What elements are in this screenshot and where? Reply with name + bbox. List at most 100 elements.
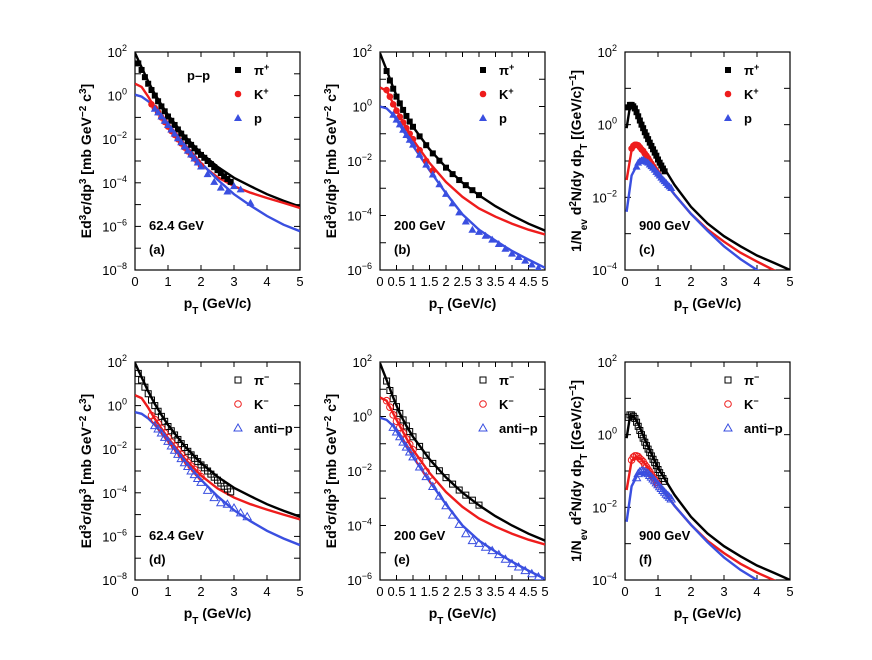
panel-label: (d)	[149, 552, 166, 567]
x-tick-label: 4	[508, 274, 515, 289]
data-point	[429, 477, 437, 485]
x-tick-label: 0	[131, 274, 138, 289]
data-point	[405, 135, 414, 143]
data-point	[174, 126, 181, 133]
fit-curve-2	[380, 416, 545, 580]
data-point	[527, 260, 536, 268]
x-tick-label: 3.5	[486, 584, 504, 599]
data-point	[386, 386, 394, 394]
x-tick-label: 1	[654, 274, 661, 289]
data-point	[640, 125, 647, 132]
legend-label: anti−p	[254, 421, 293, 436]
y-axis-label: Ed3σ/dp3 [mb GeV−2 c3]	[323, 394, 340, 548]
data-point	[391, 426, 402, 436]
data-point	[633, 109, 640, 116]
y-tick-label: 10−4	[592, 261, 617, 278]
data-point	[533, 571, 544, 580]
data-point	[166, 441, 177, 450]
legend-marker	[479, 400, 487, 408]
data-point	[211, 164, 218, 171]
data-point	[414, 462, 425, 471]
data-point	[521, 256, 530, 264]
data-point	[634, 422, 642, 430]
data-point	[641, 129, 648, 136]
data-point	[638, 121, 645, 128]
data-point	[494, 239, 503, 247]
data-point	[434, 491, 445, 500]
x-tick-label: 5	[786, 274, 793, 289]
data-point	[389, 411, 398, 419]
data-point	[661, 489, 672, 498]
x-tick-label: 2	[687, 274, 694, 289]
data-point	[246, 198, 255, 206]
data-point	[392, 115, 401, 123]
legend-label: p	[499, 111, 507, 126]
data-point	[389, 101, 397, 108]
data-point	[474, 538, 484, 547]
data-point	[383, 68, 390, 75]
data-point	[209, 492, 220, 502]
data-point	[178, 130, 185, 137]
x-tick-label: 0	[131, 584, 138, 599]
legend-marker	[233, 422, 243, 432]
data-point	[652, 462, 660, 470]
x-tick-label: 2	[197, 584, 204, 599]
x-tick-label: 5	[296, 274, 303, 289]
x-tick-label: 4	[263, 274, 270, 289]
data-point	[135, 369, 142, 377]
series-2	[632, 155, 676, 192]
data-point	[221, 173, 228, 180]
data-point	[222, 499, 233, 508]
data-point	[661, 168, 668, 175]
data-point	[632, 162, 641, 170]
data-point	[164, 120, 172, 128]
data-point	[441, 500, 451, 510]
data-point	[429, 459, 437, 467]
data-point	[408, 451, 418, 461]
data-point	[150, 104, 159, 112]
x-tick-label: 1	[654, 584, 661, 599]
data-point	[406, 118, 413, 125]
data-point	[462, 491, 470, 499]
legend-marker	[724, 376, 732, 384]
series-0	[383, 377, 483, 509]
fit-curve-0	[135, 52, 300, 208]
y-tick-label: 10−2	[347, 152, 372, 169]
data-point	[638, 431, 645, 439]
x-axis-label: pT (GeV/c)	[674, 605, 742, 627]
data-point	[396, 409, 404, 417]
data-point	[442, 189, 450, 197]
y-tick-label: 10−4	[102, 174, 127, 191]
energy-label: 900 GeV	[639, 218, 691, 233]
data-point	[169, 445, 180, 454]
data-point	[207, 161, 214, 168]
fit-curve-1	[135, 394, 300, 521]
data-point	[436, 157, 443, 164]
data-point	[148, 87, 155, 94]
data-point	[448, 199, 457, 207]
y-tick-label: 10−8	[102, 261, 127, 278]
data-point	[167, 125, 176, 133]
legend-marker	[234, 114, 242, 121]
data-point	[168, 117, 175, 124]
data-point	[399, 125, 408, 133]
data-point	[390, 85, 397, 92]
data-point	[210, 177, 219, 185]
data-point	[171, 121, 178, 128]
data-point	[636, 427, 644, 435]
data-point	[462, 182, 469, 189]
chart-panel-e: 0 0.5 1 1.5 2 2.5 3 3.5 4 4.5 5 102 100 10−2 10−4 10−6 π…	[323, 353, 549, 627]
data-point	[394, 431, 405, 441]
legend-label: p	[254, 111, 262, 126]
data-point	[396, 100, 403, 107]
data-point	[475, 501, 483, 509]
data-point	[201, 154, 208, 161]
series-2	[150, 104, 255, 206]
data-point	[416, 133, 423, 140]
legend-marker	[479, 114, 487, 121]
y-tick-label: 10−6	[102, 217, 127, 234]
y-tick-label: 102	[598, 43, 617, 60]
y-axis-label: Ed3σ/dp3 [mb GeV−2 c3]	[78, 394, 95, 548]
